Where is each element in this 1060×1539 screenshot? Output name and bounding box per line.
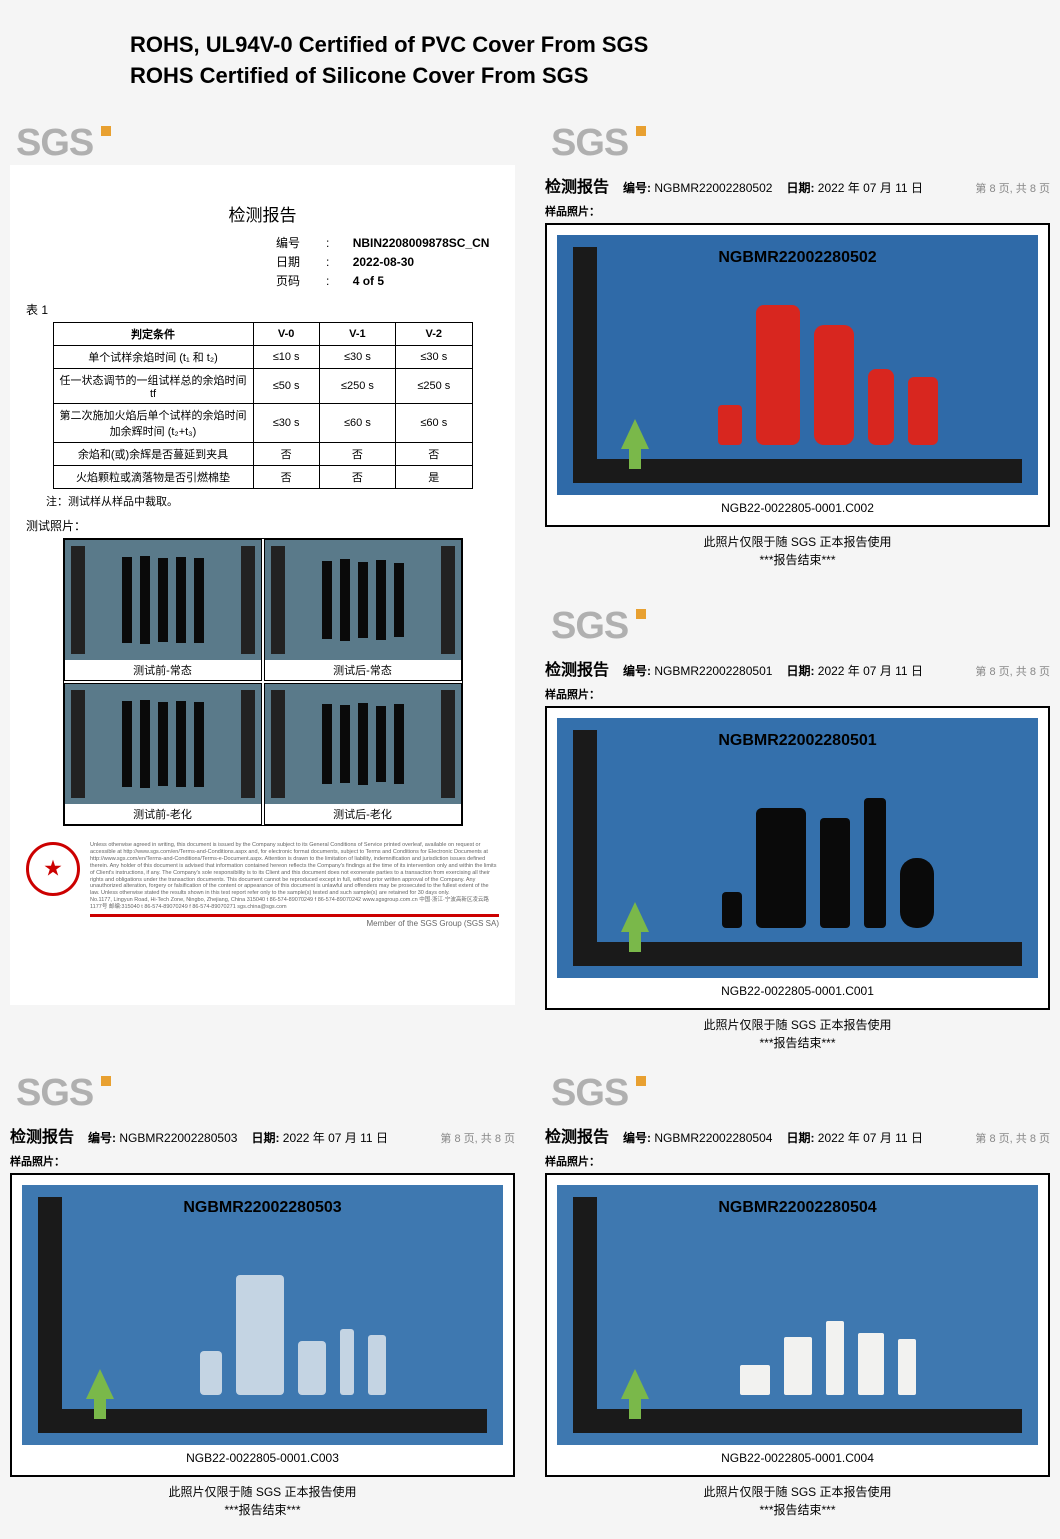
sample-shape bbox=[826, 1321, 844, 1395]
test-photo-cell: 测试后-老化 bbox=[264, 683, 462, 825]
sample-shape bbox=[368, 1335, 386, 1395]
disclaimer-text: Unless otherwise agreed in writing, this… bbox=[90, 842, 499, 917]
sample-photo-label: 样品照片： bbox=[545, 203, 1050, 219]
sample-shape bbox=[236, 1275, 284, 1395]
report-title: 检测报告 bbox=[10, 1123, 74, 1147]
report-header: 检测报告 编号: NGBMR22002280502 日期: 2022 年 07 … bbox=[545, 173, 1050, 197]
photo-frame: NGBMR22002280503 NGB22-0022805-0001.C003 bbox=[10, 1173, 515, 1477]
page-title: ROHS, UL94V-0 Certified of PVC Cover Fro… bbox=[130, 30, 1050, 92]
sample-shape bbox=[868, 369, 894, 445]
photo-frame: NGBMR22002280501 NGB22-0022805-0001.C001 bbox=[545, 706, 1050, 1010]
sample-photo-label: 样品照片： bbox=[10, 1153, 515, 1169]
sample-shape bbox=[756, 808, 806, 928]
title-line-2: ROHS Certified of Silicone Cover From SG… bbox=[130, 61, 1050, 92]
sample-shape bbox=[740, 1365, 770, 1395]
sample-number-overlay: NGBMR22002280502 bbox=[718, 249, 876, 267]
sample-photo: NGBMR22002280503 bbox=[22, 1185, 503, 1445]
sample-number-overlay: NGBMR22002280501 bbox=[718, 732, 876, 750]
sample-photo: NGBMR22002280502 bbox=[557, 235, 1038, 495]
sample-photo-label: 样品照片： bbox=[545, 686, 1050, 702]
ul-report-meta: 编号: NBIN2208009878SC_CN 日期: 2022-08-30 页… bbox=[276, 234, 509, 292]
sample-shape bbox=[908, 377, 938, 445]
report-panel-501: SGS 检测报告 编号: NGBMR22002280501 日期: 2022 年… bbox=[545, 605, 1050, 1052]
report-panel-503: SGS 检测报告 编号: NGBMR22002280503 日期: 2022 年… bbox=[10, 1072, 515, 1519]
sample-shape bbox=[898, 1339, 916, 1395]
photo-caption: NGB22-0022805-0001.C004 bbox=[557, 1451, 1038, 1465]
sample-shape bbox=[722, 892, 742, 928]
photo-frame: NGBMR22002280502 NGB22-0022805-0001.C002 bbox=[545, 223, 1050, 527]
sample-shape bbox=[784, 1337, 812, 1395]
stamp-icon bbox=[26, 842, 80, 896]
report-panel-504: SGS 检测报告 编号: NGBMR22002280504 日期: 2022 年… bbox=[545, 1072, 1050, 1519]
ul94-report-body: 检测报告 编号: NBIN2208009878SC_CN 日期: 2022-08… bbox=[10, 165, 515, 1005]
page-info: 第 8 页, 共 8 页 bbox=[975, 180, 1050, 196]
report-header: 检测报告 编号: NGBMR22002280503 日期: 2022 年 07 … bbox=[10, 1123, 515, 1147]
sample-shape bbox=[298, 1341, 326, 1395]
arrow-up-icon bbox=[621, 419, 649, 449]
ruler-vertical-icon bbox=[573, 1197, 597, 1433]
photo-footnote: 此照片仅限于随 SGS 正本报告使用***报告结束*** bbox=[545, 1483, 1050, 1519]
ruler-vertical-icon bbox=[38, 1197, 62, 1433]
test-photo-cell: 测试前-老化 bbox=[64, 683, 262, 825]
sgs-logo: SGS bbox=[545, 122, 634, 165]
ruler-vertical-icon bbox=[573, 247, 597, 483]
sgs-logo: SGS bbox=[545, 1072, 634, 1115]
photo-footnote: 此照片仅限于随 SGS 正本报告使用***报告结束*** bbox=[10, 1483, 515, 1519]
ul94-criteria-table: 判定条件V-0V-1V-2 单个试样余焰时间 (t₁ 和 t₂)≤10 s≤30… bbox=[53, 322, 473, 489]
photo-footnote: 此照片仅限于随 SGS 正本报告使用***报告结束*** bbox=[545, 533, 1050, 569]
arrow-up-icon bbox=[621, 902, 649, 932]
sample-shape bbox=[900, 858, 934, 928]
ul94-report-panel: SGS 检测报告 编号: NBIN2208009878SC_CN 日期: 202… bbox=[10, 122, 515, 1005]
test-photo-cell: 测试后-常态 bbox=[264, 539, 462, 681]
disclaimer-block: Unless otherwise agreed in writing, this… bbox=[16, 842, 509, 917]
arrow-up-icon bbox=[86, 1369, 114, 1399]
title-line-1: ROHS, UL94V-0 Certified of PVC Cover Fro… bbox=[130, 30, 1050, 61]
ul-report-title: 检测报告 bbox=[16, 201, 509, 226]
photo-caption: NGB22-0022805-0001.C002 bbox=[557, 501, 1038, 515]
sample-shape bbox=[864, 798, 886, 928]
sgs-logo: SGS bbox=[10, 122, 99, 165]
report-header: 检测报告 编号: NGBMR22002280501 日期: 2022 年 07 … bbox=[545, 656, 1050, 680]
sample-number-overlay: NGBMR22002280504 bbox=[718, 1199, 876, 1217]
arrow-up-icon bbox=[621, 1369, 649, 1399]
photo-caption: NGB22-0022805-0001.C001 bbox=[557, 984, 1038, 998]
sample-number-overlay: NGBMR22002280503 bbox=[183, 1199, 341, 1217]
sample-photo-label: 样品照片： bbox=[545, 1153, 1050, 1169]
sample-shape bbox=[200, 1351, 222, 1395]
table1-label: 表 1 bbox=[26, 301, 509, 318]
sample-shape bbox=[858, 1333, 884, 1395]
test-photo-cell: 测试前-常态 bbox=[64, 539, 262, 681]
sgs-logo: SGS bbox=[545, 605, 634, 648]
page-info: 第 8 页, 共 8 页 bbox=[975, 1130, 1050, 1146]
photo-footnote: 此照片仅限于随 SGS 正本报告使用***报告结束*** bbox=[545, 1016, 1050, 1052]
sample-photo: NGBMR22002280501 bbox=[557, 718, 1038, 978]
report-title: 检测报告 bbox=[545, 656, 609, 680]
sample-photo: NGBMR22002280504 bbox=[557, 1185, 1038, 1445]
report-title: 检测报告 bbox=[545, 1123, 609, 1147]
sample-shape bbox=[756, 305, 800, 445]
page-info: 第 8 页, 共 8 页 bbox=[975, 663, 1050, 679]
sample-shape bbox=[340, 1329, 354, 1395]
test-photo-label: 测试照片： bbox=[26, 517, 509, 534]
sample-shape bbox=[820, 818, 850, 928]
report-header: 检测报告 编号: NGBMR22002280504 日期: 2022 年 07 … bbox=[545, 1123, 1050, 1147]
document-grid: SGS 检测报告 编号: NBIN2208009878SC_CN 日期: 202… bbox=[10, 122, 1050, 1519]
member-line: Member of the SGS Group (SGS SA) bbox=[16, 919, 509, 928]
sample-shape bbox=[814, 325, 854, 445]
page-info: 第 8 页, 共 8 页 bbox=[440, 1130, 515, 1146]
test-photo-grid: 测试前-常态测试后-常态测试前-老化测试后-老化 bbox=[63, 538, 463, 826]
sample-shape bbox=[718, 405, 742, 445]
report-title: 检测报告 bbox=[545, 173, 609, 197]
sgs-logo: SGS bbox=[10, 1072, 99, 1115]
photo-frame: NGBMR22002280504 NGB22-0022805-0001.C004 bbox=[545, 1173, 1050, 1477]
ruler-vertical-icon bbox=[573, 730, 597, 966]
table-note: 注：测试样从样品中裁取。 bbox=[46, 493, 509, 509]
photo-caption: NGB22-0022805-0001.C003 bbox=[22, 1451, 503, 1465]
